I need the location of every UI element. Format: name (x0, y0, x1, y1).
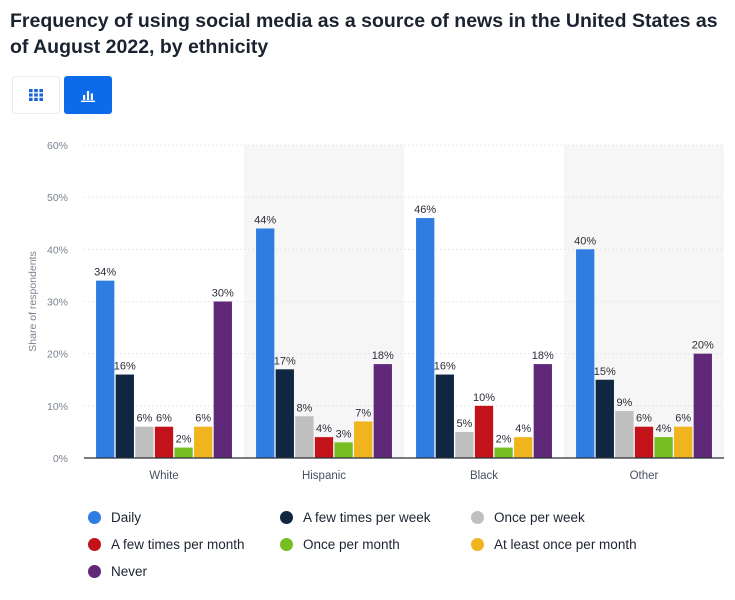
x-tick-label: Other (630, 470, 659, 482)
bar[interactable] (533, 364, 552, 458)
data-label: 4% (316, 423, 332, 435)
data-label: 3% (336, 428, 352, 440)
bar[interactable] (634, 426, 654, 458)
bar[interactable] (474, 405, 494, 458)
bar[interactable] (494, 447, 513, 458)
legend-label: A few times per month (111, 537, 245, 552)
legend-item[interactable]: Daily (88, 510, 141, 525)
x-tick-label: Black (470, 470, 498, 482)
bar[interactable] (576, 249, 595, 458)
data-label: 4% (515, 423, 531, 435)
data-label: 5% (456, 418, 472, 430)
x-tick-label: Hispanic (302, 470, 346, 482)
y-tick-label: 20% (47, 349, 68, 361)
legend-marker (471, 511, 484, 524)
bar[interactable] (334, 442, 353, 458)
legend-marker (88, 565, 101, 578)
legend-label: Once per month (303, 537, 400, 552)
legend-item[interactable]: A few times per month (88, 537, 245, 552)
bar[interactable] (213, 301, 232, 459)
legend-label: Never (111, 564, 148, 579)
x-tick-label: White (149, 470, 178, 482)
data-label: 6% (195, 413, 211, 425)
legend-item[interactable]: Once per week (471, 510, 585, 525)
bar[interactable] (96, 280, 115, 458)
data-label: 6% (156, 413, 172, 425)
table-view-button[interactable] (12, 76, 60, 114)
bar[interactable] (455, 431, 474, 458)
bar[interactable] (135, 426, 154, 458)
legend-label: Once per week (494, 510, 585, 525)
data-label: 34% (94, 267, 116, 279)
legend-marker (280, 511, 293, 524)
legend-marker (280, 538, 293, 551)
data-label: 2% (176, 434, 192, 446)
legend-label: A few times per week (303, 510, 431, 525)
data-label: 2% (496, 434, 512, 446)
data-label: 44% (254, 214, 276, 226)
bar[interactable] (674, 426, 693, 458)
data-label: 18% (532, 350, 554, 362)
bar[interactable] (194, 426, 213, 458)
bar[interactable] (615, 411, 634, 458)
legend-item[interactable]: Once per month (280, 537, 400, 552)
data-label: 46% (414, 204, 436, 216)
bar[interactable] (435, 374, 454, 458)
bar[interactable] (354, 421, 373, 458)
legend-item[interactable]: Never (88, 564, 147, 579)
bar[interactable] (275, 369, 294, 458)
category-band (564, 145, 724, 458)
data-label: 30% (212, 288, 234, 300)
bar-chart-icon (81, 90, 95, 102)
chart-view-button[interactable] (64, 76, 112, 114)
data-label: 17% (274, 355, 296, 367)
data-label: 18% (372, 350, 394, 362)
bar[interactable] (174, 447, 193, 458)
legend-label: Daily (111, 510, 142, 525)
legend-marker (88, 511, 101, 524)
data-label: 20% (692, 340, 714, 352)
data-label: 7% (355, 407, 371, 419)
data-label: 6% (636, 413, 652, 425)
data-label: 6% (675, 413, 691, 425)
legend-item[interactable]: At least once per month (471, 537, 637, 552)
y-tick-label: 60% (47, 140, 68, 152)
y-tick-label: 0% (53, 453, 68, 465)
y-tick-label: 10% (47, 401, 68, 413)
y-tick-label: 40% (47, 244, 68, 256)
bar[interactable] (514, 437, 533, 458)
legend-marker (471, 538, 484, 551)
bar[interactable] (314, 437, 334, 458)
data-label: 10% (473, 392, 495, 404)
legend-label: At least once per month (494, 537, 637, 552)
data-label: 8% (296, 402, 312, 414)
data-label: 15% (594, 366, 616, 378)
data-label: 16% (434, 361, 456, 373)
bar[interactable] (115, 374, 134, 458)
data-label: 6% (136, 413, 152, 425)
bar[interactable] (654, 437, 673, 458)
y-tick-label: 50% (47, 192, 68, 204)
legend-marker (88, 538, 101, 551)
chart-title: Frequency of using social media as a sou… (10, 10, 718, 58)
y-axis-title: Share of respondents (27, 251, 39, 351)
legend-item[interactable]: A few times per week (280, 510, 431, 525)
data-label: 16% (114, 361, 136, 373)
y-tick-label: 30% (47, 297, 68, 309)
grid-icon (29, 89, 43, 101)
data-label: 40% (574, 235, 596, 247)
data-label: 9% (616, 397, 632, 409)
bar[interactable] (693, 353, 712, 458)
bar[interactable] (595, 379, 614, 458)
bar[interactable] (373, 364, 392, 458)
bar[interactable] (256, 228, 275, 458)
data-label: 4% (656, 423, 672, 435)
bar[interactable] (416, 218, 435, 458)
bar[interactable] (154, 426, 174, 458)
bar[interactable] (295, 416, 314, 458)
category-band (244, 145, 404, 458)
